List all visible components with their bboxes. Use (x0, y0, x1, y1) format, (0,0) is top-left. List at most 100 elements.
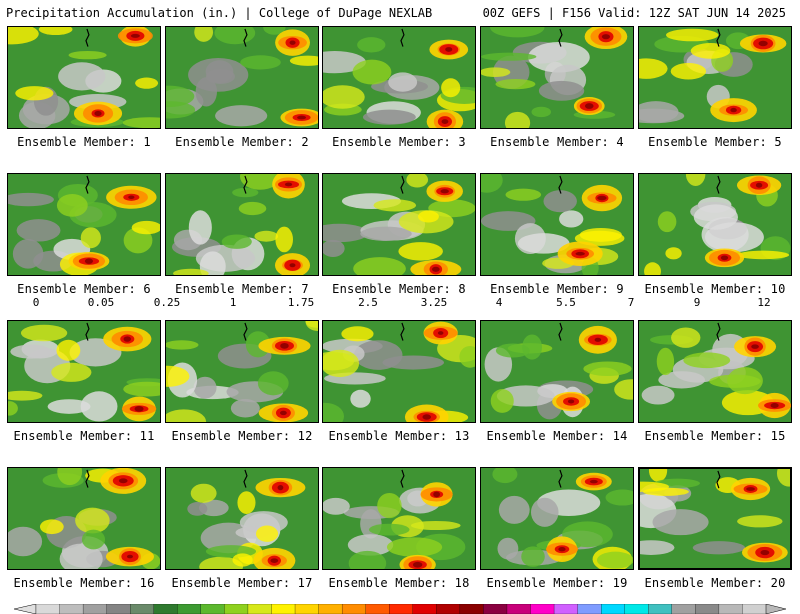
legend-swatch (177, 604, 202, 614)
precip-field (8, 174, 160, 275)
precip-field (481, 321, 633, 422)
precip-field (640, 469, 790, 568)
legend-swatch (341, 604, 367, 614)
legend-colorbar (13, 604, 787, 614)
ensemble-map-panel (638, 467, 792, 570)
ensemble-map-panel (480, 173, 634, 276)
legend-tick-label: 1 (229, 296, 237, 309)
legend-swatch (106, 604, 131, 614)
ensemble-member-label: Ensemble Member: 6 (17, 282, 151, 296)
legend-tick-label: 1.75 (287, 296, 315, 309)
legend-tick-label: 5.5 (556, 296, 576, 309)
ensemble-map-panel (480, 467, 634, 570)
legend-tick-label: 4 (495, 296, 503, 309)
legend-swatch (247, 604, 273, 614)
ensemble-member-label: Ensemble Member: 13 (328, 429, 470, 443)
legend-swatch (153, 604, 178, 614)
legend-swatch (695, 604, 720, 614)
legend-swatch (718, 604, 744, 614)
legend-swatch (412, 604, 437, 614)
legend-swatch (577, 604, 602, 614)
ensemble-member-label: Ensemble Member: 1 (17, 135, 151, 149)
ensemble-map-panel (322, 467, 476, 570)
legend-swatch (59, 604, 84, 614)
legend-swatch (601, 604, 626, 614)
ensemble-member-label: Ensemble Member: 19 (486, 576, 628, 590)
legend-tick-label: 0.05 (87, 296, 115, 309)
ensemble-member-label: Ensemble Member: 12 (171, 429, 313, 443)
ensemble-member-label: Ensemble Member: 5 (648, 135, 782, 149)
precip-field (8, 321, 160, 422)
precip-field (481, 174, 633, 275)
ensemble-member-label: Ensemble Member: 9 (490, 282, 624, 296)
ensemble-map-panel (165, 320, 319, 423)
ensemble-map-panel (638, 26, 792, 129)
legend-swatch (530, 604, 555, 614)
color-legend: 0 0.05 0.25 1 1.75 2.5 3.25 4 5.5 7 9 12 (0, 296, 800, 614)
precip-field (481, 27, 633, 128)
legend-swatch (553, 604, 579, 614)
legend-swatch (294, 604, 320, 614)
legend-swatch (365, 604, 390, 614)
ensemble-member-label: Ensemble Member: 11 (13, 429, 155, 443)
legend-tick-label: 2.5 (358, 296, 378, 309)
legend-swatch (671, 604, 697, 614)
ensemble-member-label: Ensemble Member: 3 (332, 135, 466, 149)
ensemble-member-label: Ensemble Member: 7 (175, 282, 309, 296)
legend-tick-label: 0.25 (153, 296, 181, 309)
precip-field (166, 468, 318, 569)
ensemble-member-label: Ensemble Member: 8 (332, 282, 466, 296)
legend-tick-label: 9 (693, 296, 701, 309)
precip-field (8, 27, 160, 128)
ensemble-map-panel (165, 467, 319, 570)
ensemble-member-label: Ensemble Member: 17 (171, 576, 313, 590)
precip-field (323, 174, 475, 275)
precip-field (323, 321, 475, 422)
legend-swatch (389, 604, 414, 614)
legend-left-arrow (13, 604, 37, 614)
legend-swatch (200, 604, 226, 614)
ensemble-map-panel (165, 26, 319, 129)
ensemble-map-panel (165, 173, 319, 276)
ensemble-map-panel (480, 26, 634, 129)
precip-field (8, 468, 160, 569)
precip-field (323, 27, 475, 128)
ensemble-member-label: Ensemble Member: 4 (490, 135, 624, 149)
precip-field (323, 468, 475, 569)
precip-field (166, 27, 318, 128)
precip-field (166, 174, 318, 275)
ensemble-member-label: Ensemble Member: 14 (486, 429, 628, 443)
ensemble-member-label: Ensemble Member: 2 (175, 135, 309, 149)
legend-tick-label: 7 (627, 296, 635, 309)
precip-field (481, 468, 633, 569)
ensemble-map-panel (322, 26, 476, 129)
precip-field (639, 321, 791, 422)
ensemble-map-panel (7, 26, 161, 129)
ensemble-map-panel (638, 320, 792, 423)
legend-right-arrow (765, 604, 787, 614)
legend-swatch (648, 604, 673, 614)
legend-swatch (271, 604, 296, 614)
precip-field (639, 174, 791, 275)
ensemble-member-label: Ensemble Member: 15 (644, 429, 786, 443)
legend-tick-label: 12 (757, 296, 771, 309)
run-info: 00Z GEFS | F156 Valid: 12Z SAT JUN 14 20… (482, 6, 786, 20)
legend-swatch (624, 604, 649, 614)
ensemble-map-panel (322, 320, 476, 423)
legend-tick-label: 0 (32, 296, 40, 309)
ensemble-map-panel (480, 320, 634, 423)
ensemble-member-label: Ensemble Member: 20 (644, 576, 786, 590)
legend-swatch (742, 604, 767, 614)
ensemble-map-panel (7, 173, 161, 276)
legend-swatch (82, 604, 108, 614)
ensemble-map-panel (322, 173, 476, 276)
legend-tick-label: 3.25 (420, 296, 448, 309)
ensemble-member-label: Ensemble Member: 10 (644, 282, 786, 296)
legend-swatch (130, 604, 155, 614)
precip-field (166, 321, 318, 422)
ensemble-map-panel (638, 173, 792, 276)
ensemble-map-panel (7, 320, 161, 423)
legend-swatch (318, 604, 343, 614)
chart-title: Precipitation Accumulation (in.) | Colle… (6, 6, 433, 20)
legend-swatch (436, 604, 461, 614)
